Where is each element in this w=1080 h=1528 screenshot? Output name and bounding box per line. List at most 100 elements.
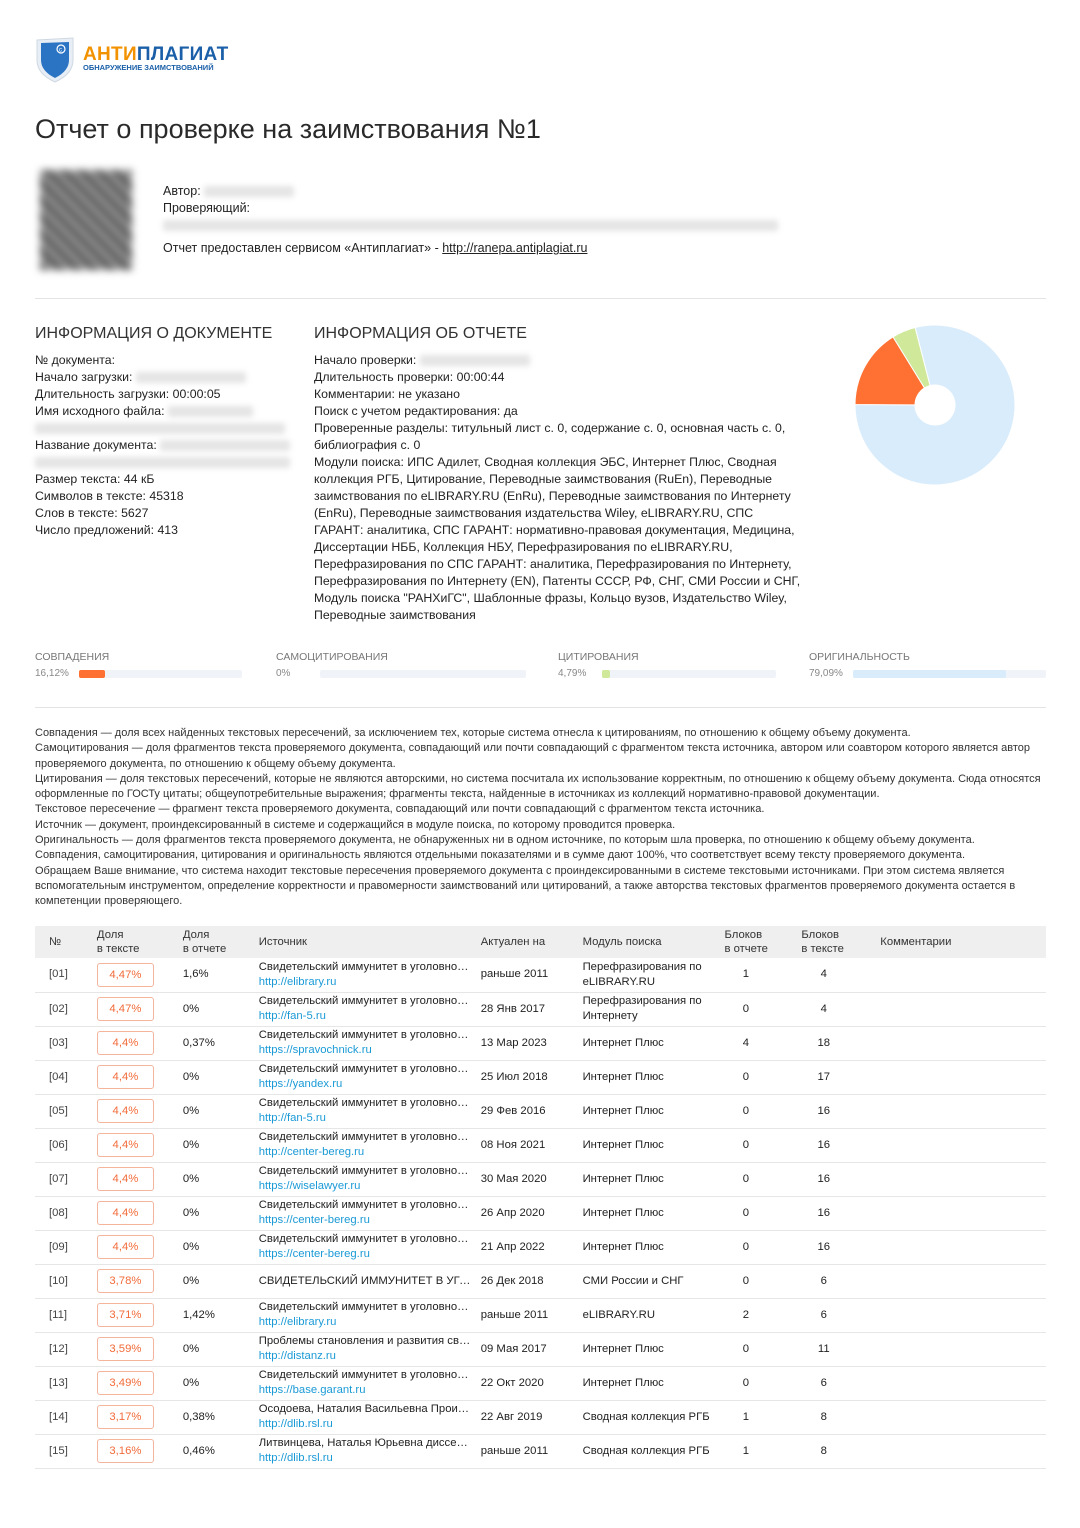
row-number: [05]: [35, 1094, 93, 1129]
source-title: Свидетельский иммунитет в уголовном проц…: [258, 1063, 473, 1075]
source-title: Свидетельский иммунитет в уголовном проц…: [258, 1233, 473, 1245]
search-module: Интернет Плюс: [578, 1094, 721, 1129]
table-row[interactable]: [01] 4,47% 1,6% Свидетельский иммунитет …: [35, 958, 1046, 993]
source-title: Свидетельский иммунитет в уголовном проц…: [258, 1199, 473, 1211]
search-module: Интернет Плюс: [578, 1162, 721, 1197]
source-link[interactable]: https://wiselawyer.ru: [258, 1180, 361, 1192]
blocks-in-report: 0: [720, 1128, 798, 1163]
actual-date: 30 Мая 2020: [476, 1162, 579, 1197]
source-link[interactable]: http://fan-5.ru: [258, 1112, 326, 1124]
comments: [876, 1264, 1046, 1299]
blocks-in-report: 0: [720, 1196, 798, 1231]
search-module: Интернет Плюс: [578, 1060, 721, 1095]
table-row[interactable]: [08] 4,4% 0% Свидетельский иммунитет в у…: [35, 1196, 1046, 1231]
blocks-in-text: 18: [797, 1026, 877, 1061]
source-link[interactable]: http://dlib.rsl.ru: [258, 1418, 333, 1430]
source-link[interactable]: https://center-bereg.ru: [258, 1214, 370, 1226]
source-link[interactable]: http://fan-5.ru: [258, 1010, 326, 1022]
table-row[interactable]: [15] 3,16% 0,46% Литвинцева, Наталья Юрь…: [35, 1434, 1046, 1469]
column-header: Доля в тексте: [96, 929, 140, 955]
table-row[interactable]: [10] 3,78% 0% СВИДЕТЕЛЬСКИЙ ИММУНИТЕТ В …: [35, 1264, 1046, 1299]
actual-date: 26 Дек 2018: [476, 1264, 579, 1299]
source-title: СВИДЕТЕЛЬСКИЙ ИММУНИТЕТ В УГОЛОВНОМ ПРОЦ…: [258, 1274, 473, 1287]
blocks-in-report: 4: [720, 1026, 798, 1061]
match-percent: 3,71%: [96, 1303, 154, 1327]
donut-slice-3: [854, 324, 1016, 486]
stat-label: ОРИГИНАЛЬНОСТЬ: [809, 651, 910, 663]
report-share: 0%: [178, 1366, 255, 1401]
stat-bar-fill: [79, 669, 106, 678]
row-number: [13]: [35, 1366, 93, 1401]
table-row[interactable]: [06] 4,4% 0% Свидетельский иммунитет в у…: [35, 1128, 1046, 1163]
source-title: Свидетельский иммунитет в уголовном проц…: [258, 1131, 473, 1143]
search-module: Интернет Плюс: [578, 1230, 721, 1265]
source-link[interactable]: https://base.garant.ru: [258, 1384, 366, 1396]
report-share: 0%: [178, 992, 255, 1027]
source-link[interactable]: http://center-bereg.ru: [258, 1146, 365, 1158]
row-number: [02]: [35, 992, 93, 1027]
blocks-in-text: 6: [797, 1366, 877, 1401]
source-title: Осодоева, Наталия Васильевна Производств…: [258, 1403, 473, 1415]
blocks-in-report: 0: [720, 1366, 798, 1401]
column-header: Источник: [258, 936, 307, 948]
table-row[interactable]: [07] 4,4% 0% Свидетельский иммунитет в у…: [35, 1162, 1046, 1197]
legend-text: Совпадения — доля всех найденных текстов…: [35, 726, 1075, 910]
source-link[interactable]: http://elibrary.ru: [258, 975, 337, 988]
comments: [876, 1230, 1046, 1265]
legend-line: Обращаем Ваше внимание, что система нахо…: [35, 864, 1016, 908]
table-row[interactable]: [04] 4,4% 0% Свидетельский иммунитет в у…: [35, 1060, 1046, 1095]
table-row[interactable]: [03] 4,4% 0,37% Свидетельский иммунитет …: [35, 1026, 1046, 1061]
match-percent: 3,59%: [96, 1337, 154, 1361]
search-module: Интернет Плюс: [578, 1128, 721, 1163]
match-percent: 4,4%: [96, 1201, 154, 1225]
column-header: Блоков в отчете: [724, 929, 768, 955]
blocks-in-text: 8: [797, 1434, 877, 1469]
service-link[interactable]: http://ranepa.antiplagiat.ru: [442, 241, 588, 255]
report-share: 0%: [178, 1196, 255, 1231]
table-row[interactable]: [05] 4,4% 0% Свидетельский иммунитет в у…: [35, 1094, 1046, 1129]
source-link[interactable]: http://distanz.ru: [258, 1350, 336, 1362]
blocks-in-text: 6: [797, 1264, 877, 1299]
stat-bar-fill: [602, 669, 611, 678]
match-percent: 3,78%: [96, 1269, 154, 1293]
blocks-in-text: 4: [797, 958, 877, 993]
blocks-in-report: 0: [720, 1264, 798, 1299]
stat-2: ЦИТИРОВАНИЯ 4,79%: [558, 651, 776, 679]
table-row[interactable]: [09] 4,4% 0% Свидетельский иммунитет в у…: [35, 1230, 1046, 1265]
donut-slice-2: [892, 326, 931, 389]
stat-bar: [79, 669, 242, 678]
blocks-in-text: 11: [797, 1332, 877, 1367]
table-row[interactable]: [02] 4,47% 0% Свидетельский иммунитет в …: [35, 992, 1046, 1027]
table-row[interactable]: [13] 3,49% 0% Свидетельский иммунитет в …: [35, 1366, 1046, 1401]
comments: [876, 1434, 1046, 1469]
legend-line: Источник — документ, проиндексированный …: [35, 818, 676, 831]
table-row[interactable]: [12] 3,59% 0% Проблемы становления и раз…: [35, 1332, 1046, 1367]
blocks-in-report: 0: [720, 992, 798, 1027]
source-link[interactable]: https://yandex.ru: [258, 1078, 343, 1090]
source-link[interactable]: https://spravochnick.ru: [258, 1044, 372, 1056]
blocks-in-report: 2: [720, 1298, 798, 1333]
match-percent: 3,16%: [96, 1439, 154, 1463]
blocks-in-report: 0: [720, 1060, 798, 1095]
actual-date: 29 Фев 2016: [476, 1094, 579, 1129]
actual-date: 22 Окт 2020: [476, 1366, 579, 1401]
stat-bar-fill: [853, 669, 1006, 678]
table-row[interactable]: [11] 3,71% 1,42% Свидетельский иммунитет…: [35, 1298, 1046, 1333]
actual-date: 08 Ноя 2021: [476, 1128, 579, 1163]
source-link[interactable]: https://center-bereg.ru: [258, 1248, 370, 1260]
report-info-title: ИНФОРМАЦИЯ ОБ ОТЧЕТЕ: [314, 325, 527, 342]
column-header: №: [49, 936, 62, 948]
stat-bar: [320, 669, 526, 678]
source-title: Литвинцева, Наталья Юрьевна диссертация: [258, 1437, 473, 1449]
source-link[interactable]: http://dlib.rsl.ru: [258, 1452, 333, 1464]
search-module: Перефразирования по eLIBRARY.RU: [578, 958, 721, 993]
blocks-in-report: 1: [720, 1400, 798, 1435]
table-row[interactable]: [14] 3,17% 0,38% Осодоева, Наталия Васил…: [35, 1400, 1046, 1435]
stat-value: 79,09%: [809, 668, 843, 679]
source-link[interactable]: http://elibrary.ru: [258, 1316, 337, 1328]
source-title: Свидетельский иммунитет в уголовном проц…: [258, 995, 473, 1007]
comments: [876, 958, 1046, 993]
stat-value: 4,79%: [558, 668, 587, 679]
report-share: 0%: [178, 1332, 255, 1367]
column-header: Модуль поиска: [582, 936, 662, 948]
